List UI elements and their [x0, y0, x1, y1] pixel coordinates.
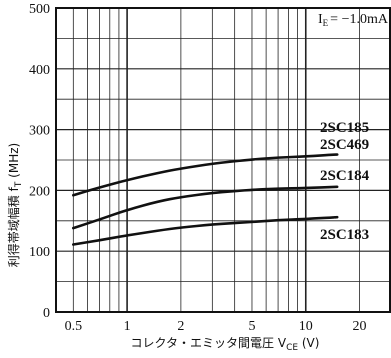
- x-tick-label: 20: [353, 319, 367, 334]
- y-tick-label: 200: [29, 184, 50, 199]
- y-tick-label: 500: [29, 2, 50, 17]
- y-tick-labels: 0 100 200 300 400 500: [29, 2, 50, 321]
- x-tick-label: 5: [248, 319, 255, 334]
- series-label: 2SC185: [320, 120, 369, 136]
- series-line-2sc183: [72, 215, 339, 246]
- y-axis-label: 利得帯域幅積 fT (MHz): [6, 143, 24, 267]
- x-tick-label: 0.5: [65, 319, 83, 334]
- annotation-ie: IE = −1.0mA: [318, 12, 389, 28]
- series-label: 2SC469: [320, 137, 369, 153]
- series-label: 2SC184: [320, 168, 370, 184]
- x-axis-label: コレクタ・エミッタ間電圧 VCE (V): [131, 336, 320, 353]
- y-tick-label: 400: [29, 63, 50, 78]
- x-tick-label: 2: [177, 319, 184, 334]
- x-tick-labels: 0.5 1 2 5 10 20: [65, 319, 367, 334]
- series-line-2sc184: [72, 185, 339, 230]
- plot-border: [55, 7, 391, 313]
- y-tick-label: 300: [29, 124, 50, 139]
- x-tick-label: 10: [299, 319, 313, 334]
- y-tick-label: 100: [29, 245, 50, 260]
- series-curves: [72, 153, 339, 246]
- x-tick-label: 1: [124, 319, 131, 334]
- plot-frame: [55, 7, 391, 313]
- series-line-2sc185_2sc469: [72, 153, 339, 197]
- y-tick-label: 0: [43, 306, 50, 321]
- series-label: 2SC183: [320, 227, 369, 243]
